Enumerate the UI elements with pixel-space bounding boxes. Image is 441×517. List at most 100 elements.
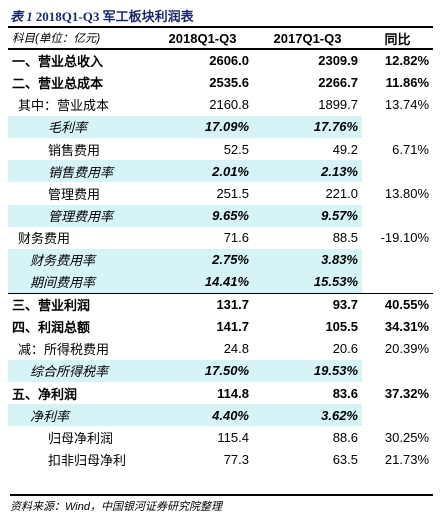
row-label: 二、营业总成本 [12, 75, 104, 91]
value-2017: 2266.7 [318, 74, 358, 90]
value-yoy [362, 115, 433, 138]
value-2017: 83.6 [332, 385, 358, 401]
value-yoy: 12.82% [384, 53, 429, 69]
value-2018: 71.6 [223, 230, 249, 246]
header-2018: 2018Q1-Q3 [152, 25, 253, 51]
value-2018: 14.41% [152, 271, 253, 294]
value-2018: 52.5 [223, 141, 249, 157]
row-label: 期间费用率 [8, 271, 152, 294]
value-2018: 17.09% [152, 115, 253, 138]
value-2017: 15.53% [253, 271, 362, 294]
value-yoy: 6.71% [392, 141, 429, 157]
value-2017: 63.5 [332, 452, 358, 468]
row-label: 管理费用 [48, 186, 101, 202]
row-label: 财务费用率 [8, 248, 152, 272]
value-2018: 17.50% [152, 359, 253, 382]
table-title-prefix: 表 1 [10, 9, 33, 24]
value-2017: 105.5 [325, 319, 358, 335]
table-row: 销售费用率 2.01% 2.13% [8, 160, 433, 183]
value-2017: 1899.7 [318, 97, 358, 113]
value-yoy [362, 271, 433, 294]
table-row: 归母净利润 115.4 88.6 30.25% [8, 426, 433, 448]
value-2017: 19.53% [253, 359, 362, 382]
row-label: 减：所得税费用 [18, 342, 110, 358]
value-2017: 93.7 [253, 292, 362, 316]
value-yoy: 30.25% [384, 429, 429, 445]
value-2018: 2535.6 [209, 74, 249, 90]
row-label: 销售费用 [48, 142, 101, 158]
row-label: 销售费用率 [8, 160, 152, 183]
table-row: 毛利率 17.09% 17.76% [8, 115, 433, 138]
table-row: 三、营业利润 131.7 93.7 40.55% [8, 292, 433, 316]
value-yoy: 20.39% [384, 341, 429, 357]
row-label: 综合所得税率 [8, 359, 152, 382]
value-yoy: 37.32% [384, 385, 429, 401]
value-2017: 88.5 [332, 230, 358, 246]
value-yoy [362, 160, 433, 183]
table-row: 综合所得税率 17.50% 19.53% [8, 359, 433, 382]
table-row: 期间费用率 14.41% 15.53% [8, 271, 433, 294]
value-2017: 49.2 [332, 141, 358, 157]
value-2017: 3.83% [253, 248, 362, 272]
row-label: 五、净利润 [12, 386, 78, 402]
value-yoy: 40.55% [362, 292, 433, 316]
value-yoy: 13.80% [384, 185, 429, 201]
source-note: 资料来源：Wind，中国银河证券研究院整理 [10, 494, 433, 513]
table-row: 五、净利润 114.8 83.6 37.32% [8, 382, 433, 404]
table-row: 财务费用率 2.75% 3.83% [8, 248, 433, 272]
row-label: 财务费用 [18, 231, 71, 247]
value-2017: 3.62% [253, 404, 362, 427]
profit-table: 科目(单位：亿元) 2018Q1-Q3 2017Q1-Q3 同比 一、营业总收入… [8, 25, 433, 471]
row-label: 管理费用率 [8, 204, 152, 227]
value-2017: 9.57% [253, 204, 362, 227]
value-yoy: 34.31% [384, 319, 429, 335]
table-header-row: 科目(单位：亿元) 2018Q1-Q3 2017Q1-Q3 同比 [8, 25, 433, 51]
table-row: 减：所得税费用 24.8 20.6 20.39% [8, 338, 433, 360]
value-2018: 2.75% [152, 248, 253, 272]
value-2018: 114.8 [217, 385, 249, 401]
table-title: 表 1 2018Q1-Q3 军工板块利润表 [10, 6, 194, 24]
value-2018: 115.4 [217, 429, 249, 445]
header-2017: 2017Q1-Q3 [253, 25, 362, 51]
table-row: 销售费用 52.5 49.2 6.71% [8, 138, 433, 160]
table-row: 其中：营业成本 2160.8 1899.7 13.74% [8, 94, 433, 116]
header-yoy: 同比 [362, 25, 433, 51]
value-yoy: -19.10% [380, 230, 429, 246]
table-row: 管理费用 251.5 221.0 13.80% [8, 182, 433, 204]
table-row: 净利率 4.40% 3.62% [8, 404, 433, 427]
row-label: 净利率 [8, 404, 152, 427]
value-2017: 20.6 [332, 341, 358, 357]
value-yoy: 13.74% [384, 97, 429, 113]
table-row: 四、利润总额 141.7 105.5 34.31% [8, 315, 433, 337]
value-yoy [362, 204, 433, 227]
table-row: 扣非归母净利 77.3 63.5 21.73% [8, 449, 433, 471]
value-yoy [362, 248, 433, 272]
value-2017: 2309.9 [318, 53, 358, 69]
value-2017: 2.13% [253, 160, 362, 183]
value-yoy [362, 404, 433, 427]
value-2018: 141.7 [216, 319, 249, 335]
value-yoy: 21.73% [384, 452, 429, 468]
table-row: 财务费用 71.6 88.5 -19.10% [8, 227, 433, 249]
table-row: 管理费用率 9.65% 9.57% [8, 204, 433, 227]
value-yoy: 11.86% [385, 74, 429, 90]
value-2018: 9.65% [152, 204, 253, 227]
value-2017: 17.76% [253, 115, 362, 138]
value-2018: 2.01% [152, 160, 253, 183]
row-label: 四、利润总额 [12, 320, 91, 336]
row-label: 其中：营业成本 [18, 98, 110, 114]
row-label: 一、营业总收入 [12, 54, 104, 70]
value-2018: 24.8 [223, 341, 249, 357]
row-label: 三、营业利润 [8, 292, 152, 316]
value-2017: 88.6 [332, 429, 358, 445]
value-2018: 2606.0 [209, 53, 249, 69]
header-item: 科目(单位：亿元) [8, 25, 152, 51]
table-row: 一、营业总收入 2606.0 2309.9 12.82% [8, 49, 433, 71]
row-label: 归母净利润 [48, 430, 114, 446]
value-2018: 77.3 [223, 452, 249, 468]
value-2018: 131.7 [152, 292, 253, 316]
row-label: 毛利率 [8, 115, 152, 138]
value-2018: 4.40% [152, 404, 253, 427]
value-2018: 251.5 [216, 185, 249, 201]
table-row: 二、营业总成本 2535.6 2266.7 11.86% [8, 71, 433, 93]
